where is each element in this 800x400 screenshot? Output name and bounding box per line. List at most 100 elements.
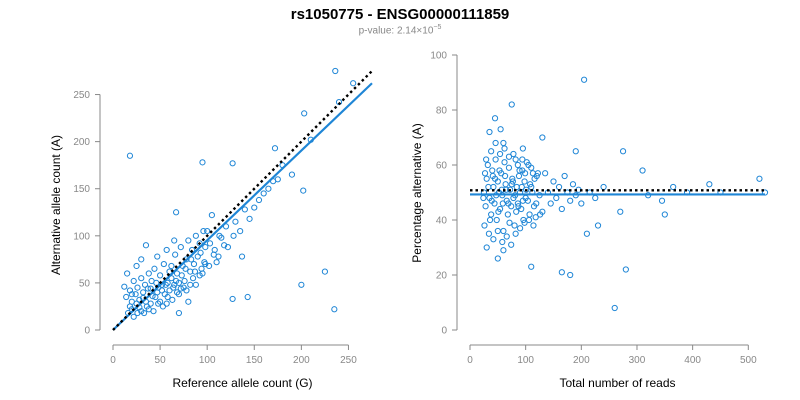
data-point [216,232,223,239]
data-point [241,206,248,213]
data-point [532,214,539,221]
data-point [513,183,520,191]
data-point [581,76,588,83]
data-point [177,244,184,251]
data-point [197,249,204,256]
data-point [523,159,530,166]
data-point [483,156,490,163]
data-point [202,244,209,251]
data-point [542,170,549,177]
data-point [529,170,536,177]
data-point [572,148,579,155]
x-tick-label: 50 [155,355,167,366]
data-point [706,181,713,188]
data-point [619,148,627,155]
y-tick-label: 100 [73,231,90,242]
x-axis: 0 50 100 150 200 250 Reference allele count (G… [110,344,357,390]
data-point [558,269,565,276]
x-tick-label: 150 [246,355,263,366]
data-point [196,272,203,279]
data-point [147,300,154,307]
data-point [485,183,492,191]
y-tick-label: 100 [430,51,447,62]
data-point [480,194,487,202]
data-point [271,145,279,152]
data-point [622,266,629,273]
data-point [166,287,173,294]
data-point [491,115,499,122]
data-point [500,247,507,254]
data-point [486,128,493,136]
data-point [200,228,207,235]
data-points [121,67,357,320]
data-point [509,178,516,185]
pvalue-exponent: −5 [433,24,442,31]
data-point [500,139,507,147]
y-axis: 0 50 100 150 200 250 Alternative allele count … [49,90,101,337]
data-point [558,205,565,213]
data-point [130,313,137,320]
data-point [255,196,263,204]
data-point [481,170,489,177]
data-point [185,237,192,244]
data-point [578,200,585,207]
data-point [481,222,488,229]
data-point [496,150,504,158]
data-point [511,222,518,229]
data-point [163,246,170,254]
data-point [528,164,535,171]
data-point [251,204,258,211]
data-point [232,218,239,225]
data-point [550,178,557,185]
data-point [567,197,574,204]
x-tick-label: 500 [740,355,757,366]
data-point [519,197,526,204]
data-point [505,164,513,171]
data-point [512,230,519,237]
data-point [569,181,577,188]
x-tick-label: 200 [573,355,590,366]
data-point [168,262,175,270]
data-point [161,291,168,298]
data-point [182,265,189,272]
data-point [145,270,152,277]
data-point [244,293,251,301]
x-tick-label: 0 [110,355,116,366]
data-point [215,253,222,260]
data-point [583,230,590,237]
data-point [494,227,501,235]
data-point [670,183,677,191]
data-point [208,211,215,219]
data-point [218,234,225,241]
x-axis-label: Reference allele count (G) [172,376,312,390]
data-point [492,139,499,147]
data-point [525,216,533,224]
data-point [489,172,496,180]
data-point [155,300,162,307]
data-point [522,170,529,177]
data-point [519,156,526,163]
data-point [213,259,220,266]
data-point [229,295,236,303]
data-point [175,309,183,317]
data-point [555,183,563,191]
data-point [192,281,199,288]
data-point [126,303,134,310]
data-point [204,228,211,235]
data-point [147,285,154,292]
fit-line [112,82,373,331]
data-point [134,284,141,291]
data-point [350,80,357,87]
data-point [132,291,139,298]
x-tick-label: 400 [684,355,701,366]
data-point [300,187,307,194]
data-point [163,300,170,307]
data-point [561,172,568,180]
data-point [173,277,180,285]
data-point [151,265,158,272]
data-point [527,181,534,188]
data-point [515,172,523,180]
data-point [130,277,137,285]
x-tick-label: 200 [293,355,310,366]
data-point [499,238,506,246]
